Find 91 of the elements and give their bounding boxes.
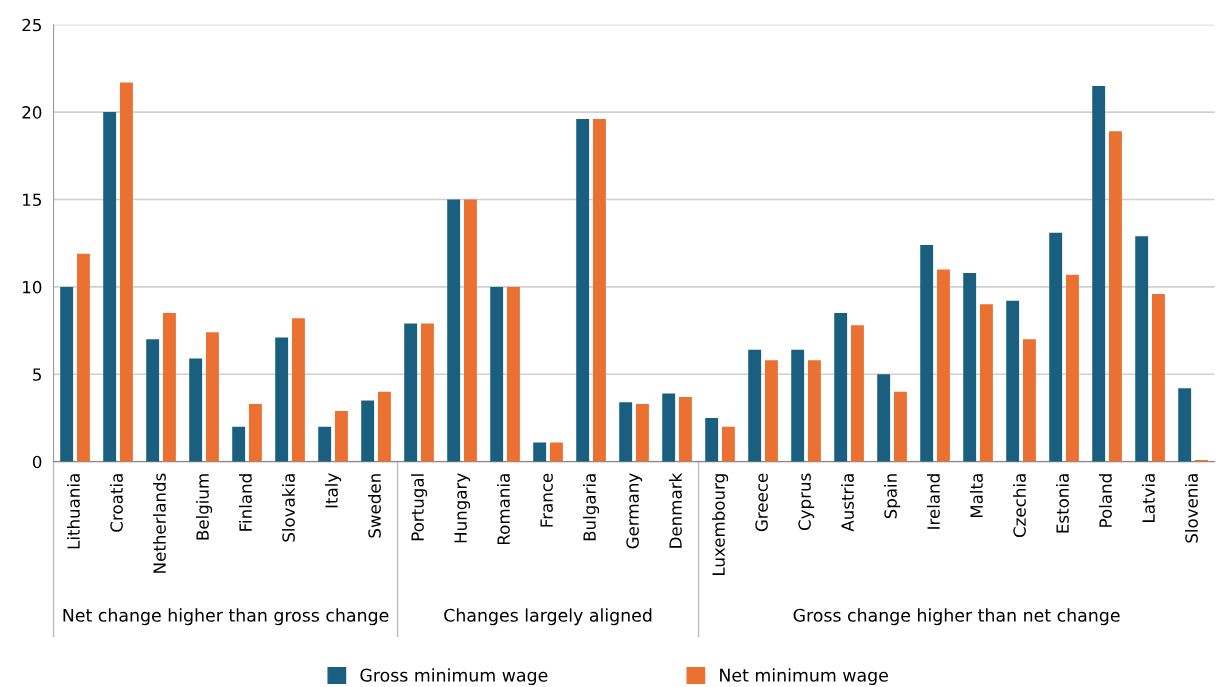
bar <box>506 286 520 462</box>
x-tick-label: Netherlands <box>152 473 166 573</box>
bar <box>291 318 305 462</box>
bar <box>232 426 246 462</box>
bar <box>1006 300 1020 462</box>
text: Gross change higher than net change <box>793 608 1120 626</box>
bar <box>533 442 547 462</box>
bar <box>361 400 375 462</box>
bar <box>980 304 993 462</box>
x-tick-label: Luxembourg <box>711 474 729 576</box>
bar <box>103 112 117 462</box>
x-tick-label: Ireland <box>927 474 940 529</box>
x-tick-label: Spain <box>884 474 901 519</box>
legend-label: Net minimum wage <box>720 668 888 686</box>
bar <box>963 272 977 462</box>
bar <box>275 337 289 462</box>
bar <box>119 82 133 462</box>
bar <box>334 410 348 462</box>
bar <box>1109 131 1122 462</box>
bar <box>894 391 907 462</box>
x-tick-label: Finland <box>238 474 252 531</box>
bar <box>920 244 934 462</box>
x-tick-label: Portugal <box>410 474 428 541</box>
x-tick-label: Denmark <box>668 472 682 548</box>
legend-label: Gross minimum wage <box>360 668 548 686</box>
x-tick-label: Slovakia <box>281 474 295 542</box>
x-tick-label: Estonia <box>1056 474 1069 533</box>
bar <box>635 403 649 462</box>
x-tick-label: Germany <box>626 473 643 549</box>
bar <box>404 323 418 462</box>
bar <box>189 358 203 462</box>
x-tick-label: Sweden <box>367 474 381 538</box>
bar <box>447 199 461 462</box>
bar <box>377 391 391 462</box>
bar <box>619 402 633 462</box>
bar <box>1066 274 1079 462</box>
bar <box>549 442 563 462</box>
x-tick-label: France <box>540 473 553 527</box>
y-tick-label: 15 <box>23 193 41 207</box>
y-tick-label: 20 <box>22 106 42 119</box>
bar <box>1135 236 1149 462</box>
bar <box>162 313 176 462</box>
x-tick-label: Austria <box>841 474 854 532</box>
y-tick-label: 0 <box>32 455 42 469</box>
x-tick-label: Bulgaria <box>582 474 600 541</box>
bar <box>1049 232 1063 462</box>
bar <box>1023 339 1036 462</box>
bar <box>678 397 692 462</box>
x-tick-label: Greece <box>755 473 768 532</box>
bar <box>576 119 590 462</box>
bar <box>463 199 477 462</box>
x-tick-label: Cyprus <box>798 473 815 531</box>
x-tick-label: Romania <box>496 474 510 545</box>
bar <box>851 325 864 462</box>
x-tick-label: Malta <box>970 474 983 518</box>
x-tick-label: Belgium <box>195 474 213 540</box>
bar <box>721 426 735 462</box>
bar <box>592 119 606 462</box>
bar <box>705 417 719 462</box>
bar <box>60 286 74 462</box>
bar <box>318 426 332 462</box>
text: Changes largely aligned <box>444 608 652 626</box>
bar <box>490 286 504 462</box>
bar <box>420 323 434 462</box>
text: Net change higher than gross change <box>63 608 389 626</box>
bar <box>1178 388 1192 462</box>
y-tick-label: 5 <box>33 368 41 381</box>
bar <box>1092 85 1106 462</box>
x-tick-label: Italy <box>324 473 342 508</box>
bar <box>807 360 821 462</box>
x-tick-label: Latvia <box>1142 474 1155 522</box>
bar <box>146 339 160 462</box>
y-tick-label: 10 <box>23 280 42 294</box>
x-tick-label: Poland <box>1099 474 1112 527</box>
y-tick-label: 25 <box>22 18 41 32</box>
x-tick-label: Czechia <box>1013 474 1026 538</box>
bar <box>937 269 950 462</box>
bar <box>1152 293 1165 462</box>
bar <box>748 349 762 462</box>
bar <box>764 360 778 462</box>
bar <box>205 332 219 462</box>
x-tick-label: Croatia <box>109 474 123 532</box>
x-tick-label: Lithuania <box>66 474 80 549</box>
bar <box>834 313 848 462</box>
bar <box>248 403 262 462</box>
bar <box>662 393 676 462</box>
bar <box>76 253 90 462</box>
x-tick-label: Slovenia <box>1185 474 1198 543</box>
x-tick-label: Hungary <box>454 473 471 543</box>
bar <box>877 374 891 462</box>
bar <box>791 349 805 462</box>
